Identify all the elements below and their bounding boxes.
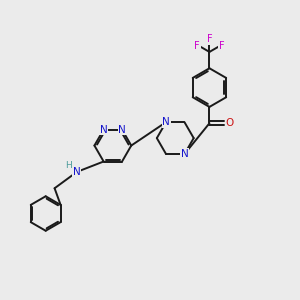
Text: F: F (219, 41, 224, 51)
Text: N: N (162, 117, 170, 127)
Text: O: O (226, 118, 234, 128)
Text: H: H (65, 161, 72, 170)
Text: F: F (194, 41, 200, 51)
Text: N: N (118, 124, 126, 135)
Text: N: N (100, 124, 107, 135)
Text: N: N (73, 167, 81, 177)
Text: F: F (207, 34, 212, 44)
Text: N: N (181, 149, 188, 159)
